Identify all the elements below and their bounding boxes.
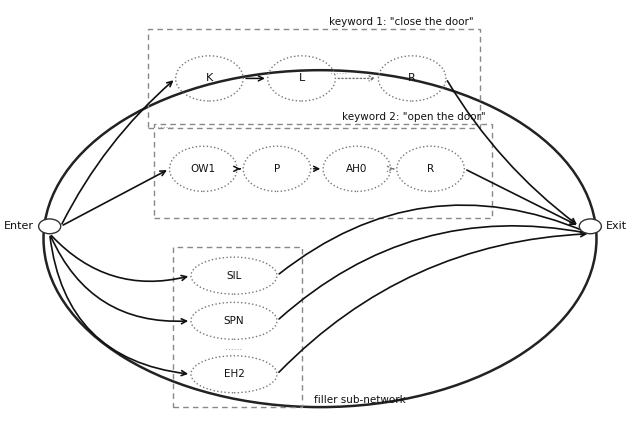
Text: R: R	[427, 164, 434, 174]
Text: Exit: Exit	[605, 221, 627, 231]
Circle shape	[579, 219, 602, 234]
Text: SIL: SIL	[227, 270, 242, 281]
Text: filler sub-network: filler sub-network	[314, 395, 406, 405]
Text: AH0: AH0	[346, 164, 367, 174]
Text: OW1: OW1	[191, 164, 216, 174]
Bar	[154, 124, 492, 218]
Bar	[148, 29, 480, 128]
Circle shape	[38, 219, 61, 234]
Text: ......: ......	[157, 121, 175, 130]
Text: ......: ......	[330, 67, 347, 76]
Text: keyword 1: "close the door": keyword 1: "close the door"	[329, 17, 474, 27]
Text: R: R	[408, 74, 416, 83]
Text: SPN: SPN	[223, 316, 244, 326]
Text: ......: ......	[225, 343, 243, 352]
Bar	[173, 247, 301, 407]
Text: K: K	[206, 74, 213, 83]
Text: P: P	[274, 164, 280, 174]
Text: Enter: Enter	[4, 221, 35, 231]
Text: EH2: EH2	[223, 369, 244, 379]
Text: L: L	[298, 74, 305, 83]
Text: keyword 2: "open the door": keyword 2: "open the door"	[342, 112, 486, 122]
